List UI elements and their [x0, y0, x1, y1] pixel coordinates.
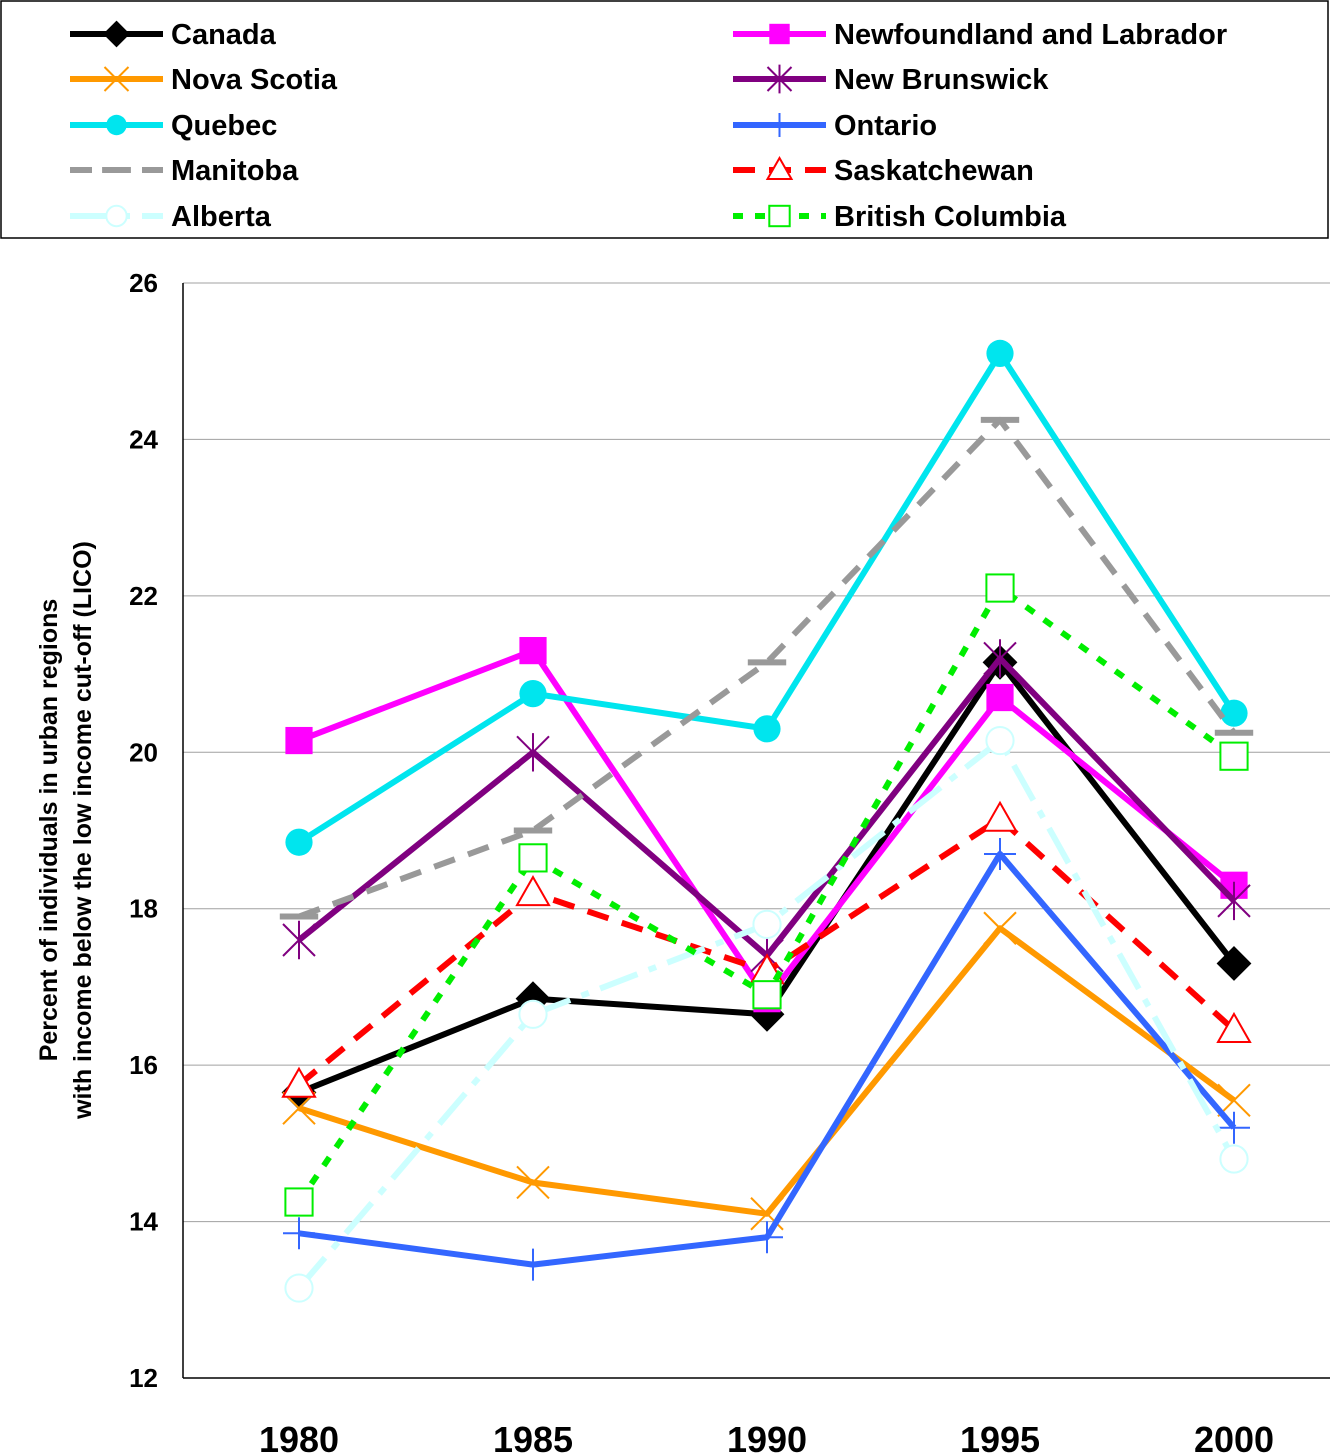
data-point	[103, 20, 130, 48]
data-point	[985, 573, 1015, 603]
legend: Canada Nova Scotia Quebec Manitoba Alberta Ne…	[0, 0, 1329, 239]
series-british-columbia	[284, 573, 1249, 1217]
y-tick-label: 26	[129, 268, 158, 298]
legend-item: Canada	[70, 19, 277, 51]
data-point	[105, 204, 128, 228]
x-tick-label: 1985	[493, 1419, 573, 1456]
x-tick-label: 2000	[1194, 1419, 1274, 1456]
legend-label: Manitoba	[171, 155, 299, 187]
data-point	[516, 1165, 550, 1200]
data-point	[518, 843, 548, 873]
data-point	[1216, 946, 1252, 981]
data-point	[283, 1217, 315, 1250]
data-point	[515, 875, 551, 907]
data-point	[766, 64, 793, 94]
data-point	[986, 683, 1014, 712]
series-manitoba	[279, 416, 1254, 920]
data-point	[285, 828, 313, 856]
data-point	[985, 725, 1015, 756]
legend-label: Newfoundland and Labrador	[834, 19, 1227, 51]
data-point	[765, 155, 794, 180]
y-tick-label: 14	[129, 1207, 158, 1237]
data-point	[1219, 1144, 1249, 1174]
data-point	[284, 1187, 314, 1217]
x-tick-label: 1990	[727, 1419, 807, 1456]
legend-label: Alberta	[171, 201, 272, 233]
data-point	[769, 23, 790, 45]
y-tick-label: 12	[129, 1363, 158, 1393]
legend-item: Manitoba	[70, 155, 299, 187]
legend-item: Quebec	[70, 110, 277, 142]
y-tick-label: 20	[129, 737, 158, 767]
legend-label: Ontario	[834, 110, 937, 142]
legend-item: British Columbia	[733, 201, 1067, 233]
data-point	[282, 920, 316, 960]
legend-box	[0, 0, 1329, 239]
x-tick-label: 1980	[259, 1419, 339, 1456]
legend-label: Nova Scotia	[171, 64, 338, 96]
data-point	[517, 1248, 549, 1281]
data-point	[752, 909, 782, 939]
data-point	[519, 680, 547, 708]
data-point	[285, 726, 313, 755]
data-point	[752, 980, 782, 1010]
data-point	[1216, 1011, 1252, 1043]
series-group	[279, 339, 1254, 1303]
legend-label: Saskatchewan	[834, 155, 1034, 187]
data-point	[284, 1273, 314, 1303]
data-point	[519, 637, 547, 665]
y-tick-label: 16	[129, 1050, 158, 1080]
series-ontario	[283, 837, 1250, 1281]
data-point	[986, 339, 1014, 367]
data-point	[753, 715, 781, 743]
data-point	[982, 800, 1018, 832]
series-saskatchewan	[281, 800, 1252, 1098]
data-point	[1217, 881, 1251, 921]
legend-item: Nova Scotia	[70, 64, 338, 96]
y-axis-title: with income below the low income cut-off…	[69, 541, 97, 1120]
legend-label: British Columbia	[834, 201, 1067, 233]
data-point	[281, 1066, 317, 1098]
legend-item: Newfoundland and Labrador	[733, 19, 1227, 51]
gridlines	[183, 282, 1330, 1223]
data-point	[1218, 1111, 1250, 1144]
data-point	[983, 639, 1017, 678]
legend-label: Quebec	[171, 110, 277, 142]
data-point	[518, 999, 548, 1029]
data-point	[984, 837, 1016, 870]
y-tick-label: 22	[129, 581, 158, 611]
data-point	[768, 204, 791, 228]
data-point	[767, 113, 792, 137]
axes	[182, 283, 1330, 1379]
x-tick-label: 1995	[960, 1419, 1040, 1456]
y-tick-label: 18	[129, 894, 158, 924]
series-line	[296, 585, 1236, 1204]
legend-label: Canada	[171, 19, 277, 51]
legend-item: Alberta	[70, 201, 272, 233]
legend-item: Saskatchewan	[733, 155, 1034, 187]
y-axis-title: Percent of individuals in urban regions	[35, 599, 63, 1062]
legend-item: Ontario	[733, 110, 937, 142]
y-tick-label: 24	[129, 424, 158, 454]
tick-labels: 12 14 16 18 20 22 24 26 1980 1985 1990 1995 2000 Perc…	[35, 268, 1274, 1456]
series-quebec	[285, 339, 1248, 856]
legend-item: New Brunswick	[733, 64, 1049, 96]
data-point	[983, 911, 1017, 945]
data-point	[751, 1221, 783, 1254]
series-alberta	[284, 725, 1249, 1303]
data-point	[106, 114, 127, 136]
legend-label: New Brunswick	[834, 64, 1049, 96]
data-point	[1219, 741, 1249, 771]
data-point	[516, 733, 550, 772]
data-point	[103, 66, 130, 92]
data-point	[1220, 699, 1248, 727]
